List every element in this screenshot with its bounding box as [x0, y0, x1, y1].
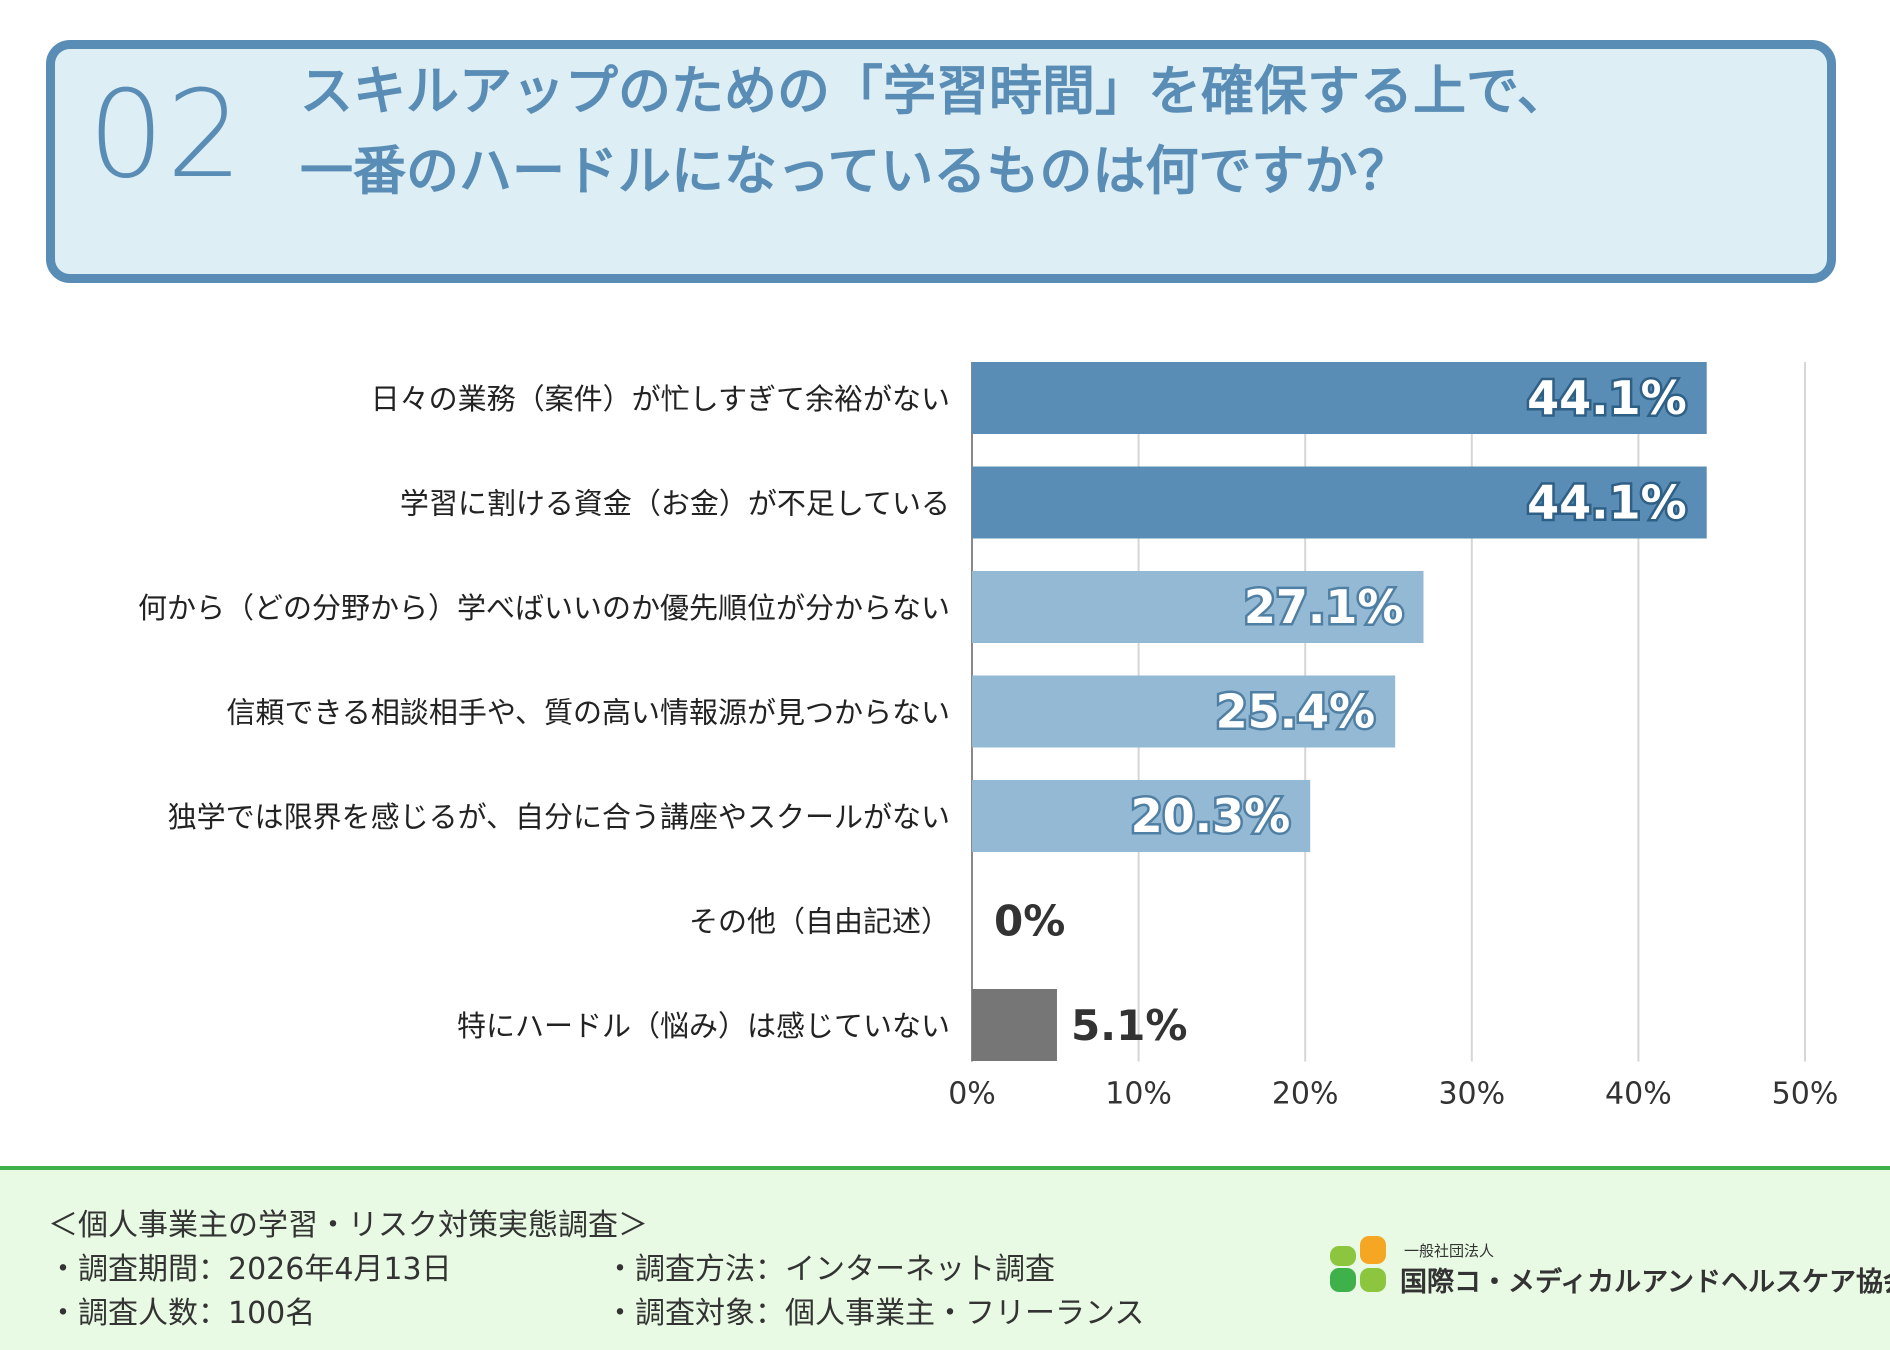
organization-logo-icon: [1330, 1236, 1386, 1292]
footer: ＜個人事業主の学習・リスク対策実態調査＞ ・調査期間：2026年4月13日 ・調…: [0, 1166, 1890, 1350]
data-label: 44.1%: [1527, 371, 1687, 425]
x-tick-label: 10%: [1105, 1077, 1172, 1112]
bar: [972, 989, 1057, 1061]
organization-type: 一般社団法人: [1404, 1242, 1495, 1260]
bar: [972, 362, 1707, 434]
question-title: スキルアップのための「学習時間」を確保する上で、 一番のハードルになっているもの…: [300, 52, 1760, 212]
survey-method: ・調査方法：インターネット調査: [605, 1252, 1055, 1287]
question-box: [46, 40, 1836, 283]
data-label: 0%: [994, 897, 1065, 946]
question-title-line-2: 一番のハードルになっているものは何ですか？: [300, 141, 1411, 202]
survey-title: ＜個人事業主の学習・リスク対策実態調査＞: [48, 1208, 648, 1243]
data-label: 27.1%: [1244, 580, 1404, 634]
organization-name: 国際コ・メディカルアンドヘルスケア協会: [1400, 1267, 1890, 1298]
category-label: その他（自由記述）: [689, 905, 950, 939]
data-label: 20.3%: [1131, 789, 1291, 843]
survey-respondents: ・調査人数：100名: [48, 1296, 316, 1331]
category-label: 日々の業務（案件）が忙しすぎて余裕がない: [371, 382, 950, 416]
category-label: 独学では限界を感じるが、自分に合う講座やスクールがない: [168, 800, 950, 834]
question-title-line-1: スキルアップのための「学習時間」を確保する上で、: [300, 61, 1570, 122]
question-number: 02: [88, 66, 245, 205]
x-tick-label: 30%: [1438, 1077, 1505, 1112]
x-tick-label: 20%: [1272, 1077, 1339, 1112]
data-label: 25.4%: [1216, 685, 1376, 739]
survey-period: ・調査期間：2026年4月13日: [48, 1252, 452, 1287]
category-label: 特にハードル（悩み）は感じていない: [457, 1009, 950, 1043]
survey-target: ・調査対象：個人事業主・フリーランス: [605, 1296, 1145, 1331]
x-tick-label: 40%: [1605, 1077, 1672, 1112]
category-label: 学習に割ける資金（お金）が不足している: [400, 487, 950, 521]
category-label: 信頼できる相談相手や、質の高い情報源が見つからない: [226, 696, 950, 730]
data-label: 5.1%: [1071, 1001, 1187, 1050]
bar-chart: 0% 10% 20% 30% 40% 50% 日々の業務（案件）が忙しすぎて余裕がない 44.…: [138, 362, 1839, 1112]
bar: [972, 675, 1396, 748]
bar: [972, 780, 1311, 852]
category-label: 何から（どの分野から）学べばいいのか優先順位が分からない: [138, 591, 950, 625]
bar: [972, 466, 1707, 539]
data-label: 44.1%: [1527, 476, 1687, 530]
bar: [972, 571, 1424, 643]
x-tick-label: 50%: [1772, 1077, 1839, 1112]
x-tick-label: 0%: [948, 1077, 996, 1112]
